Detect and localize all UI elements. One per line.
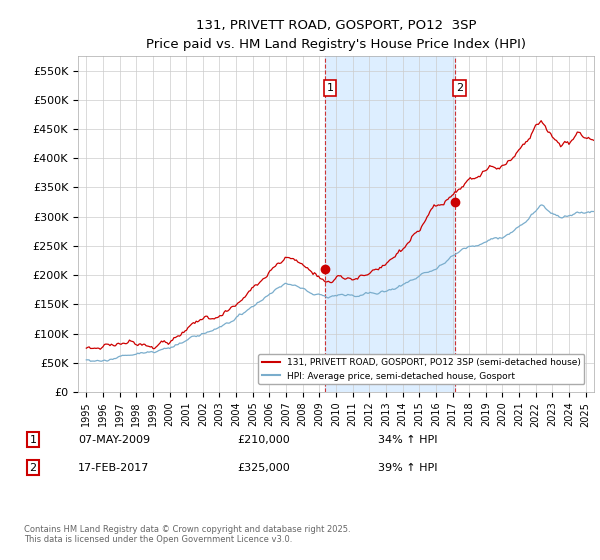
Text: £325,000: £325,000 [238, 463, 290, 473]
Bar [325, 56, 455, 392]
Text: 1: 1 [29, 435, 37, 445]
Text: 1: 1 [326, 83, 334, 93]
Text: £210,000: £210,000 [238, 435, 290, 445]
Text: 07-MAY-2009: 07-MAY-2009 [78, 435, 150, 445]
Text: 2: 2 [29, 463, 37, 473]
Text: 34% ↑ HPI: 34% ↑ HPI [378, 435, 438, 445]
Text: 17-FEB-2017: 17-FEB-2017 [79, 463, 149, 473]
Text: 39% ↑ HPI: 39% ↑ HPI [378, 463, 438, 473]
Text: Contains HM Land Registry data © Crown copyright and database right 2025.
This d: Contains HM Land Registry data © Crown c… [24, 525, 350, 544]
Text: 2: 2 [456, 83, 463, 93]
Legend: 131, PRIVETT ROAD, GOSPORT, PO12 3SP (semi-detached house), HPI: Average price, : 131, PRIVETT ROAD, GOSPORT, PO12 3SP (se… [258, 354, 584, 384]
Title: 131, PRIVETT ROAD, GOSPORT, PO12  3SP
Price paid vs. HM Land Registry's House Pr: 131, PRIVETT ROAD, GOSPORT, PO12 3SP Pri… [146, 18, 526, 50]
